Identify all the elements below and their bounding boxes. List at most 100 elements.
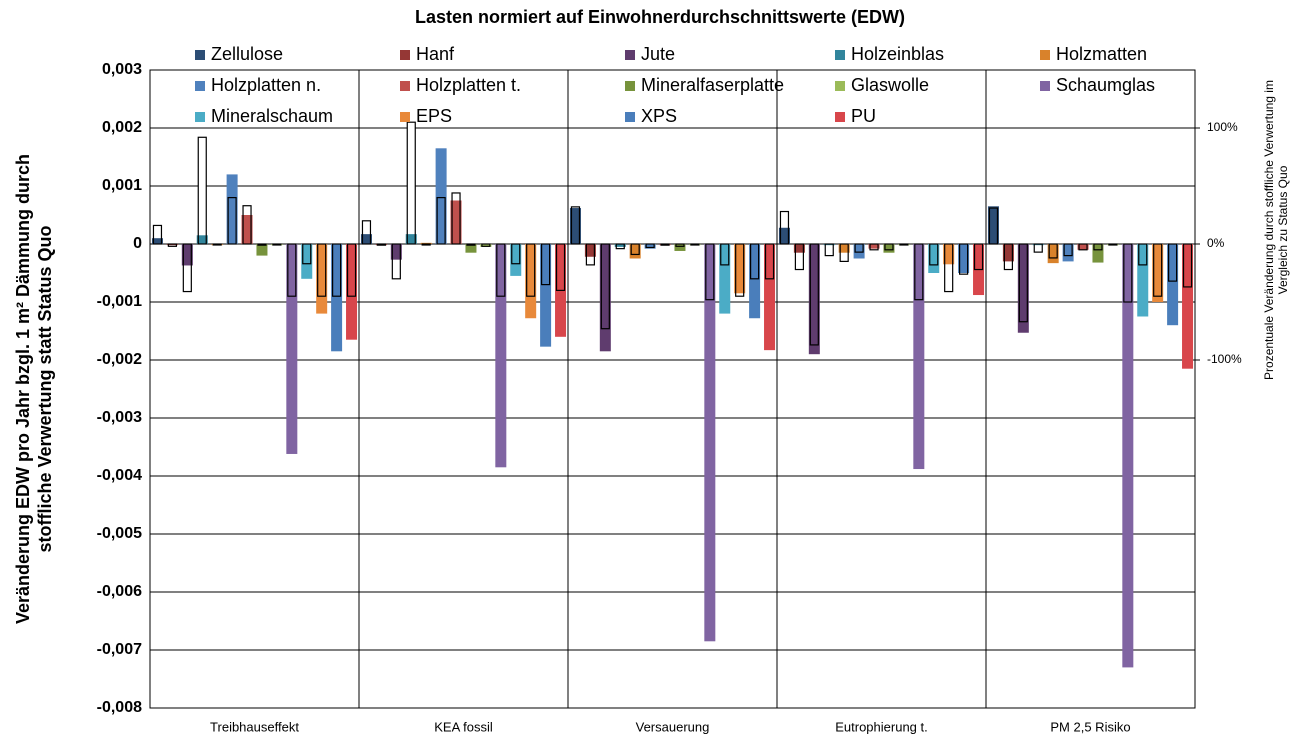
legend-swatch bbox=[195, 81, 205, 91]
bar bbox=[1152, 244, 1164, 302]
bar bbox=[540, 244, 552, 347]
bar bbox=[1002, 244, 1014, 262]
pct-bar-outline bbox=[227, 197, 237, 245]
legend-item: Holzplatten t. bbox=[400, 75, 521, 95]
bar bbox=[1182, 244, 1194, 369]
legend-swatch bbox=[400, 112, 410, 122]
legend-label: EPS bbox=[416, 106, 452, 126]
bar bbox=[943, 244, 955, 265]
bar bbox=[286, 244, 298, 454]
bar bbox=[435, 148, 447, 244]
pct-bar-outline bbox=[944, 243, 954, 293]
y-tick-label: -0,006 bbox=[97, 583, 142, 600]
pct-bar-outline bbox=[1108, 243, 1118, 246]
bar bbox=[1047, 244, 1059, 264]
legend-item: Mineralschaum bbox=[195, 106, 333, 126]
legend-item: PU bbox=[835, 106, 876, 126]
bar bbox=[151, 238, 163, 244]
y-axis-title-line: stoffliche Verwertung statt Status Quo bbox=[35, 225, 55, 552]
pct-bar-outline bbox=[1168, 243, 1178, 282]
legend-label: Holzeinblas bbox=[851, 44, 944, 64]
pct-bar-outline bbox=[496, 243, 506, 297]
pct-bar-outline bbox=[317, 243, 327, 297]
pct-bar bbox=[392, 244, 401, 279]
bar bbox=[226, 174, 238, 244]
legend-swatch bbox=[195, 50, 205, 60]
legend-item: Schaumglas bbox=[1040, 75, 1155, 95]
bar bbox=[1137, 244, 1149, 317]
bar bbox=[778, 227, 790, 244]
pct-bar bbox=[944, 244, 953, 292]
bar bbox=[450, 200, 462, 244]
bar bbox=[599, 244, 611, 352]
y-axis-title-line: Veränderung EDW pro Jahr bzgl. 1 m² Dämm… bbox=[13, 154, 33, 624]
bar bbox=[241, 215, 253, 244]
pct-bar-outline bbox=[1048, 243, 1058, 259]
legend-item: Jute bbox=[625, 44, 675, 64]
bar bbox=[405, 234, 417, 244]
pct-bar-outline bbox=[988, 207, 999, 245]
bar bbox=[764, 244, 776, 351]
pct-bar-outline bbox=[511, 243, 521, 265]
pct-bar bbox=[362, 220, 371, 244]
bar bbox=[749, 244, 761, 319]
pct-bar bbox=[407, 122, 416, 244]
y2-tick-label: -100% bbox=[1207, 352, 1242, 366]
pct-bar-outline bbox=[346, 243, 357, 297]
pct-bar-outline bbox=[302, 243, 312, 265]
legend-swatch bbox=[195, 112, 205, 122]
bar bbox=[301, 244, 313, 279]
bar bbox=[331, 244, 343, 352]
bar bbox=[181, 244, 193, 266]
legend-swatch bbox=[835, 81, 845, 91]
pct-bar bbox=[153, 225, 162, 244]
pct-bar-outline bbox=[764, 243, 775, 280]
bar bbox=[868, 244, 880, 249]
bar bbox=[793, 244, 805, 253]
bar bbox=[838, 244, 850, 253]
y-tick-label: 0,003 bbox=[102, 61, 142, 78]
bar bbox=[360, 234, 372, 244]
bar bbox=[569, 208, 581, 244]
pct-bar-outline bbox=[152, 224, 163, 245]
bar bbox=[495, 244, 507, 468]
pct-bar-outline bbox=[406, 121, 416, 245]
pct-bar-outline bbox=[645, 243, 655, 249]
pct-bar-outline bbox=[630, 243, 640, 256]
legend-swatch bbox=[400, 81, 410, 91]
legend-item: Mineralfaserplatte bbox=[625, 75, 784, 95]
pct-bar-outline bbox=[1033, 243, 1043, 253]
pct-bar-outline bbox=[675, 243, 685, 247]
pct-bar-outline bbox=[1093, 243, 1103, 251]
pct-bar-outline bbox=[197, 136, 207, 245]
legend-label: XPS bbox=[641, 106, 677, 126]
x-tick-label: Versauerung bbox=[636, 719, 710, 734]
pct-bar-outline bbox=[570, 206, 581, 245]
pct-bar-outline bbox=[182, 243, 192, 293]
pct-bar-outline bbox=[242, 205, 252, 245]
legend-label: Jute bbox=[641, 44, 675, 64]
legend-item: XPS bbox=[625, 106, 677, 126]
pct-bar-outline bbox=[212, 243, 222, 246]
x-tick-label: PM 2,5 Risiko bbox=[1050, 719, 1130, 734]
x-tick-label: Treibhauseffekt bbox=[210, 719, 299, 734]
pct-bar bbox=[198, 137, 207, 244]
bar bbox=[913, 244, 925, 470]
bar bbox=[465, 244, 477, 253]
y-tick-label: -0,004 bbox=[97, 467, 142, 484]
y-tick-label: 0 bbox=[133, 235, 142, 252]
y-tick-label: -0,001 bbox=[97, 293, 142, 310]
pct-bar-outline bbox=[735, 243, 745, 297]
bar bbox=[346, 244, 358, 340]
pct-bar-outline bbox=[1018, 243, 1028, 323]
y-tick-label: -0,005 bbox=[97, 525, 142, 542]
legend-swatch bbox=[1040, 50, 1050, 60]
bar bbox=[883, 244, 895, 253]
pct-bar-outline bbox=[914, 243, 924, 301]
bar bbox=[1122, 244, 1134, 668]
pct-bar-outline bbox=[615, 243, 625, 250]
pct-bar-outline bbox=[436, 197, 446, 245]
pct-bar bbox=[1034, 244, 1043, 253]
legend-item: Holzplatten n. bbox=[195, 75, 321, 95]
legend-item: Glaswolle bbox=[835, 75, 929, 95]
